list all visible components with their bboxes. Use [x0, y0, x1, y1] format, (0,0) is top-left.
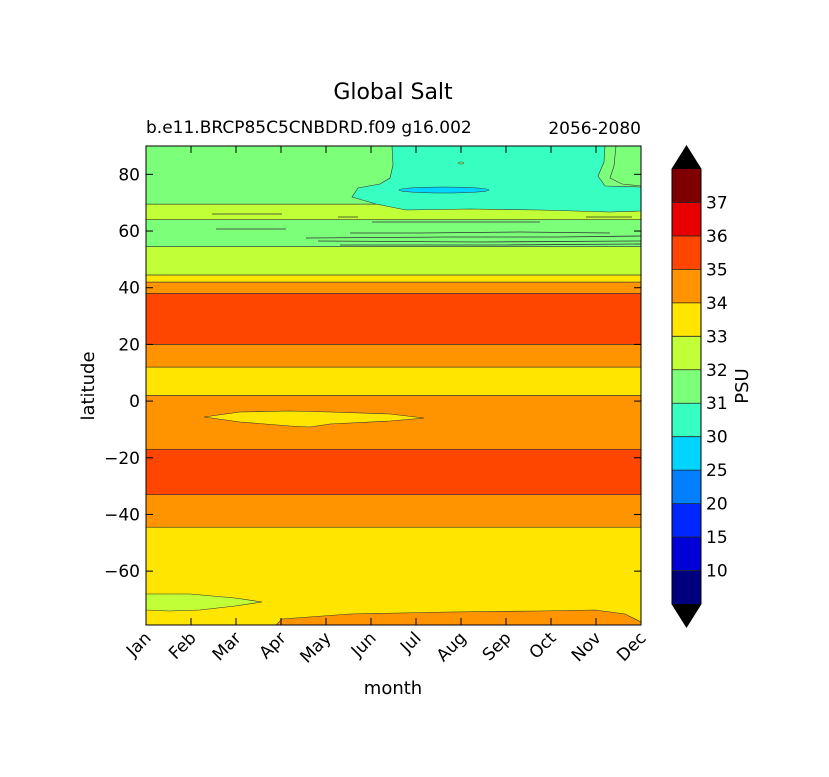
y-tick-label: 60 [118, 222, 140, 242]
contour-line-7 [305, 235, 641, 239]
colorbar-extend-high [672, 146, 701, 169]
y-tick-label: −60 [104, 562, 140, 582]
contour-band-2 [146, 448, 641, 495]
colorbar-tick-label: 34 [706, 294, 728, 314]
contour-band-7 [146, 281, 641, 294]
chart-title: Global Salt [333, 80, 453, 105]
contour-region-30-31 [351, 146, 641, 213]
colorbar-segment [672, 436, 701, 471]
contour-band-8 [146, 274, 641, 283]
plot-area [146, 146, 641, 625]
colorbar-segment [672, 403, 701, 437]
colorbar-tick-label: 36 [706, 227, 728, 247]
chart-subtitle-right: 2056-2080 [548, 119, 641, 139]
colorbar-tick-label: 32 [706, 361, 728, 381]
colorbar-segment [672, 537, 701, 571]
contour-line-8 [317, 240, 641, 243]
colorbar-tick-label: 15 [706, 528, 728, 548]
colorbar-tick-label: 20 [706, 495, 728, 515]
y-axis-label: latitude [78, 351, 99, 420]
colorbar-label: PSU [732, 368, 753, 403]
contour-band-4 [146, 366, 641, 396]
colorbar-segment [672, 570, 701, 604]
x-tick-label: Dec [613, 628, 650, 665]
colorbar-outline [671, 145, 702, 628]
contour-features [146, 146, 641, 625]
colorbar-segment [672, 369, 701, 404]
colorbar-segment [672, 503, 701, 538]
colorbar-tick-label: 10 [706, 562, 728, 582]
x-tick-label: Aug [433, 628, 471, 666]
colorbar-tick-label: 35 [706, 260, 728, 280]
colorbar-segment [672, 202, 701, 236]
colorbar-segment [672, 235, 701, 270]
x-tick-label: Apr [256, 628, 291, 663]
plot-frame [145, 145, 642, 626]
contour-band-5 [146, 344, 641, 368]
colorbar-segment [672, 470, 701, 504]
x-tick-label: Jul [396, 628, 425, 657]
contour-patch-32-33-high [457, 161, 465, 165]
y-tick-label: 20 [118, 335, 140, 355]
contour-region-31-32-pocket [609, 146, 641, 187]
contour-band-6 [146, 293, 641, 345]
colorbar-segment [672, 269, 701, 303]
x-tick-label: Jun [347, 628, 381, 662]
contour-band-0 [146, 526, 641, 625]
colorbar-extend-low [672, 604, 701, 627]
y-axis: 80 60 40 20 0 −20 −40 −60 [104, 165, 641, 582]
colorbar-segment [672, 336, 701, 370]
colorbar-tick-label: 31 [706, 394, 728, 414]
contour-band-3 [146, 395, 641, 450]
contour-region-25-30 [398, 186, 490, 194]
contour-region-34-35-south [275, 609, 641, 625]
x-tick-label: Sep [479, 628, 516, 665]
x-tick-label: Mar [209, 628, 246, 665]
chart-subtitle-left: b.e11.BRCP85C5CNBDRD.f09 g16.002 [146, 118, 472, 138]
x-tick-label: Oct [526, 628, 561, 663]
contour-line-6 [350, 231, 611, 234]
y-tick-label: −40 [104, 505, 140, 525]
contour-region-33-34-lens [203, 410, 425, 428]
contour-bands [146, 146, 641, 625]
contour-region-32-33-south [146, 593, 263, 612]
y-tick-label: 40 [118, 279, 140, 299]
colorbar-tick-label: 37 [706, 193, 728, 213]
contour-band-1 [146, 494, 641, 528]
x-tick-label: Jan [122, 628, 155, 661]
colorbar-segment [672, 169, 701, 203]
contour-line-9 [340, 243, 641, 246]
y-tick-label: −20 [104, 449, 140, 469]
y-tick-label: 80 [118, 165, 140, 185]
colorbar-tick-label: 30 [706, 428, 728, 448]
x-tick-label: Feb [165, 628, 200, 663]
x-axis-label: month [364, 678, 422, 699]
x-tick-label: May [297, 628, 336, 667]
x-tick-label: Nov [568, 628, 606, 666]
colorbar-segment [672, 302, 701, 337]
colorbar: 10 15 20 25 30 31 32 33 34 35 36 37 [671, 145, 728, 628]
y-tick-label: 0 [129, 392, 140, 412]
colorbar-tick-label: 25 [706, 461, 728, 481]
colorbar-tick-label: 33 [706, 327, 728, 347]
contour-band-9 [146, 246, 641, 276]
